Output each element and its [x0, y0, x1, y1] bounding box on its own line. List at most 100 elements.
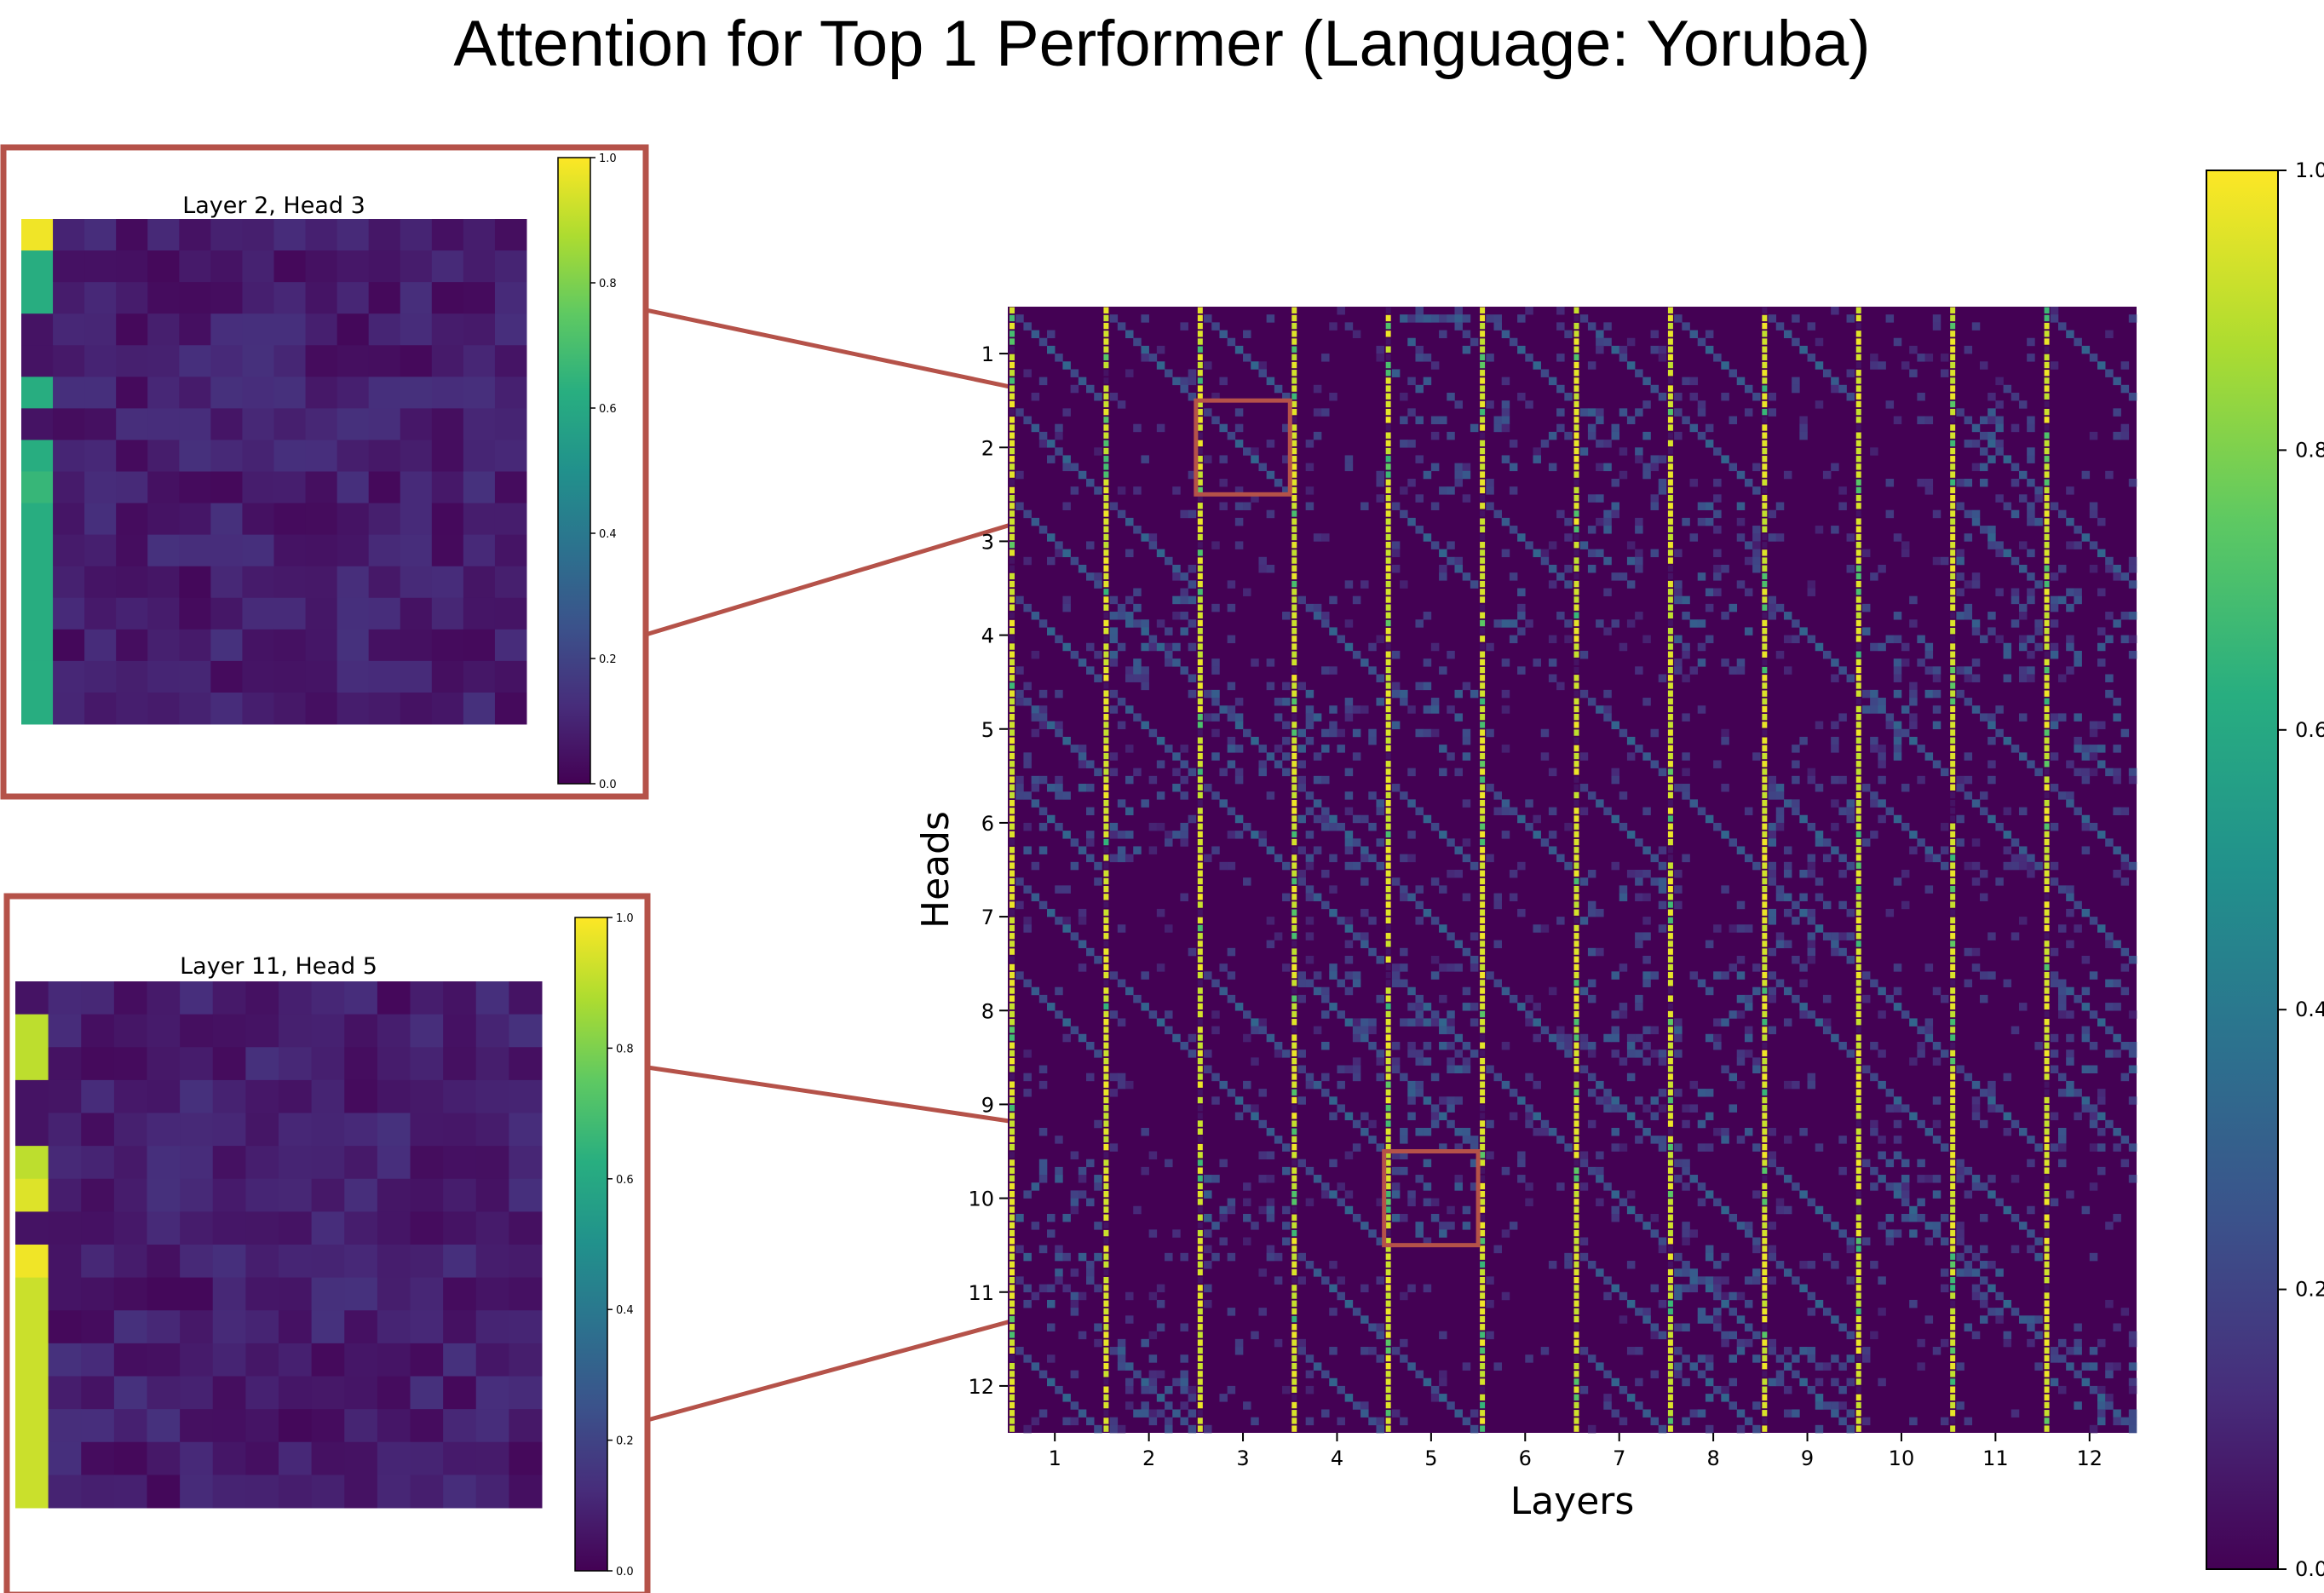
streak-cell [1667, 651, 1673, 658]
streak-cell [1573, 628, 1579, 635]
attention-cell [1815, 877, 1824, 886]
streak-cell [1950, 549, 1956, 556]
attention-cell [1540, 1026, 1550, 1035]
attention-cell [1626, 1073, 1636, 1082]
streak-cell [1855, 1136, 1861, 1143]
attention-cell [1368, 1417, 1377, 1426]
attention-cell [1031, 799, 1040, 808]
attention-cell [1180, 384, 1188, 394]
streak-cell [1667, 917, 1673, 924]
streak-cell [1291, 565, 1297, 572]
attention-cell [1015, 595, 1024, 605]
streak-cell [1010, 729, 1015, 736]
streak-cell [1385, 1268, 1391, 1276]
streak-cell [1950, 432, 1956, 439]
attention-cell [1635, 455, 1643, 463]
attention-cell [1885, 1104, 1895, 1113]
attention-cell [1062, 917, 1071, 925]
attention-cell [2074, 994, 2082, 1004]
attention-cell [1650, 728, 1660, 738]
attention-cell [1062, 408, 1071, 417]
streak-cell [1855, 675, 1861, 681]
streak-cell [1855, 909, 1861, 916]
attention-cell [1211, 658, 1220, 667]
streak-cell [1010, 1324, 1015, 1331]
attention-cell [1987, 713, 1996, 722]
attention-cell [1783, 1205, 1792, 1215]
streak-cell [1573, 666, 1579, 674]
attention-cell [1713, 564, 1722, 573]
attention-cell [1626, 1041, 1636, 1050]
x-tick-label: 3 [1236, 1446, 1249, 1470]
streak-cell [1667, 862, 1673, 869]
inset-cell [463, 440, 496, 472]
streak-cell [1667, 956, 1673, 963]
streak-cell [1103, 370, 1109, 377]
attention-cell [1376, 838, 1384, 847]
attention-cell [1878, 1222, 1886, 1230]
attention-cell [1650, 1331, 1660, 1340]
streak-cell [2044, 823, 2050, 830]
attention-cell [1964, 791, 1973, 800]
attention-cell [2113, 713, 2121, 722]
attention-cell [1204, 1190, 1212, 1199]
streak-cell [1762, 1339, 1768, 1346]
attention-cell [1548, 986, 1557, 996]
streak-cell [1385, 956, 1391, 963]
attention-cell [1415, 1018, 1424, 1027]
attention-cell [1204, 455, 1212, 463]
attention-cell [1156, 1394, 1165, 1402]
streak-cell [1010, 713, 1015, 721]
streak-cell [1667, 1324, 1673, 1331]
attention-cell [1109, 392, 1119, 401]
attention-cell [1094, 1175, 1102, 1183]
streak-cell [1573, 831, 1579, 838]
attention-cell [1674, 1089, 1683, 1097]
attention-cell [1752, 1268, 1761, 1277]
attention-cell [2128, 1424, 2137, 1434]
streak-cell [1480, 471, 1486, 478]
attention-cell [1047, 627, 1056, 635]
streak-cell [2044, 682, 2050, 689]
inset-cell [337, 566, 370, 599]
attention-cell [1415, 526, 1424, 534]
attention-cell [1987, 736, 1996, 745]
streak-cell [1855, 424, 1861, 431]
streak-cell [1385, 761, 1391, 768]
attention-cell [2097, 627, 2106, 635]
streak-cell [1291, 1285, 1297, 1291]
attention-cell [1243, 354, 1251, 362]
attention-cell [1243, 1182, 1251, 1191]
attention-cell [1462, 1417, 1471, 1426]
attention-cell [1775, 1166, 1785, 1176]
attention-cell [2074, 1338, 2082, 1348]
attention-cell [1752, 986, 1761, 996]
attention-cell [1783, 861, 1792, 871]
streak-cell [1762, 1308, 1768, 1315]
attention-cell [1885, 314, 1895, 323]
streak-cell [1010, 1222, 1015, 1229]
streak-cell [1762, 1089, 1768, 1096]
attention-cell [1031, 784, 1040, 792]
attention-cell [1893, 612, 1902, 620]
inset-cell [21, 219, 54, 251]
inset-cell [242, 440, 274, 472]
streak-cell [2044, 346, 2050, 353]
attention-cell [1430, 698, 1440, 706]
streak-cell [1480, 698, 1486, 705]
attention-cell [1775, 885, 1785, 894]
streak-cell [1385, 987, 1391, 994]
attention-cell [1227, 713, 1236, 722]
streak-cell [1573, 1394, 1579, 1401]
inset-cell [210, 629, 243, 662]
attention-cell [2050, 861, 2059, 871]
streak-cell [2044, 1042, 2050, 1049]
streak-cell [1197, 854, 1203, 861]
inset-cell [147, 629, 180, 662]
streak-cell [1480, 1285, 1486, 1291]
attention-cell [1031, 517, 1040, 526]
attention-cell [1799, 431, 1808, 440]
attention-cell [2081, 1096, 2091, 1105]
streak-cell [1197, 838, 1203, 846]
streak-cell [1010, 1206, 1015, 1213]
